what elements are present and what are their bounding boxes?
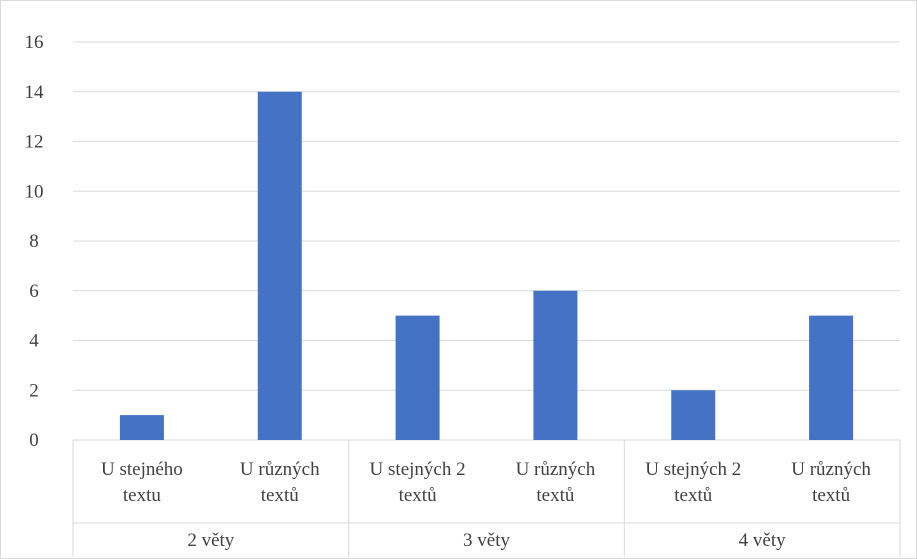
group-label: 3 věty [463, 530, 510, 551]
group-label: 2 věty [187, 530, 234, 551]
bar [533, 290, 578, 440]
category-label: textů [812, 485, 850, 506]
y-tick-label: 6 [29, 281, 39, 302]
y-tick-label: 4 [29, 331, 39, 352]
bar [395, 315, 440, 440]
category-label: U stejných 2 [370, 459, 466, 480]
category-label: textů [674, 485, 712, 506]
group-label: 4 věty [739, 530, 786, 551]
category-label: U stejných 2 [645, 459, 741, 480]
bar [257, 91, 302, 440]
bar [671, 390, 716, 440]
y-tick-label: 16 [25, 32, 44, 53]
category-label: textů [399, 485, 437, 506]
y-tick-label: 10 [25, 181, 44, 202]
bar [809, 315, 854, 440]
y-tick-label: 12 [25, 132, 44, 153]
category-label: U různých [240, 459, 320, 480]
bar [119, 415, 164, 440]
category-label: U stejného [101, 459, 183, 480]
category-label: textů [536, 485, 574, 506]
category-label: textů [261, 485, 299, 506]
category-label: U různých [516, 459, 596, 480]
y-tick-label: 14 [25, 82, 45, 103]
y-tick-label: 8 [29, 231, 39, 252]
y-tick-label: 2 [29, 380, 39, 401]
category-label: textu [123, 485, 161, 506]
y-tick-label: 0 [29, 430, 39, 451]
category-label: U různých [791, 459, 871, 480]
